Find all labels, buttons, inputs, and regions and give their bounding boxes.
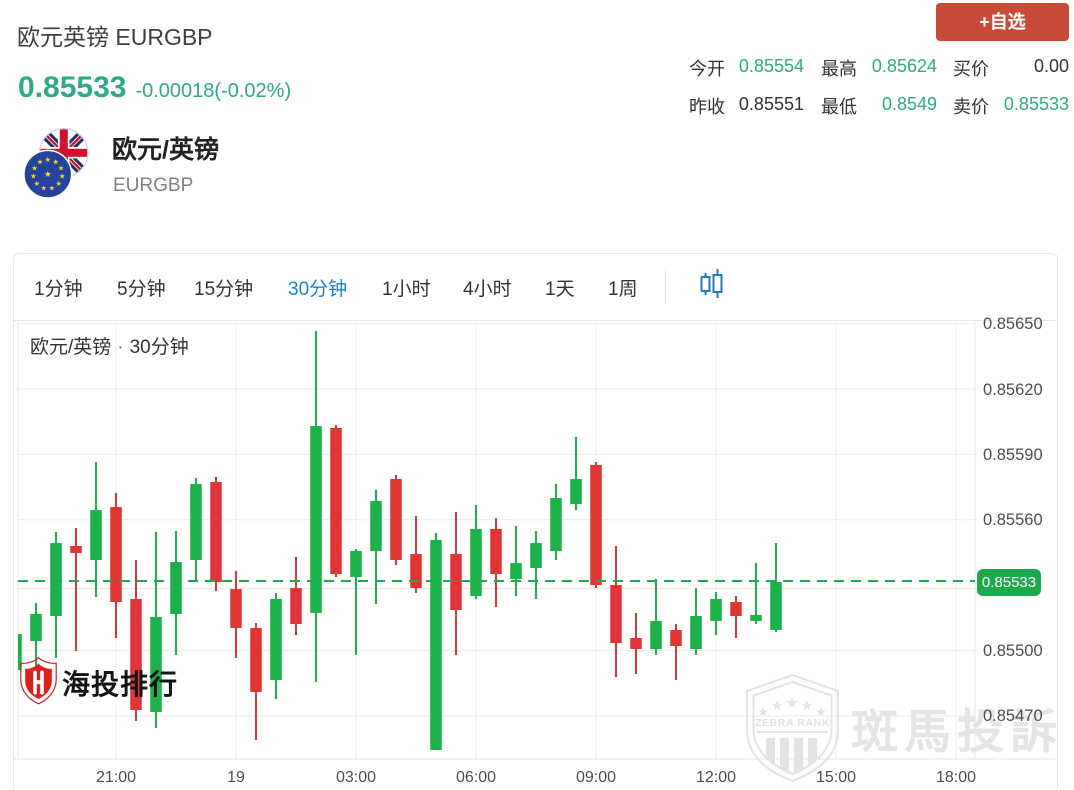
svg-text:斑馬投訴: 斑馬投訴: [851, 705, 1063, 758]
svg-text:海投排行: 海投排行: [62, 668, 178, 700]
svg-text:ZEBRA RANK: ZEBRA RANK: [755, 717, 830, 729]
